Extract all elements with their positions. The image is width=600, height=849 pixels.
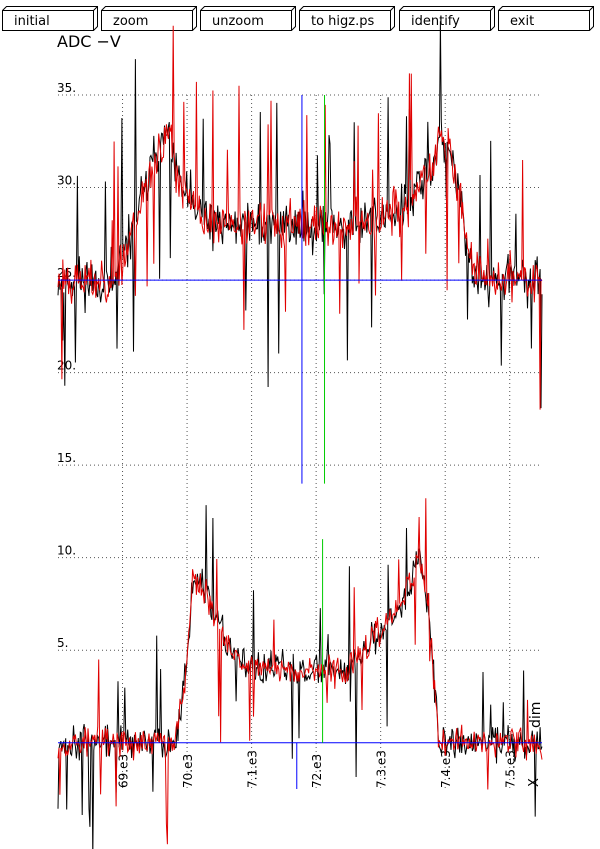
- y-tick-label: 20.: [57, 359, 76, 373]
- zoom-button-label: zoom: [113, 14, 149, 29]
- chart-title: ADC −V: [57, 32, 121, 51]
- identify-button-label: identify: [411, 14, 460, 29]
- x-tick-label: 7.1.e3: [246, 750, 260, 788]
- y-tick-label: 30.: [57, 174, 76, 188]
- identify-button[interactable]: identify: [399, 6, 495, 31]
- y-tick-label: 10.: [57, 544, 76, 558]
- x-tick-label: 69.e3: [117, 754, 131, 788]
- y-tick-label: 5.: [57, 636, 68, 650]
- button-frame-icon: [2, 6, 98, 31]
- series-line-2: [57, 505, 543, 849]
- y-tick-label: 35.: [57, 81, 76, 95]
- initial-button-label: initial: [14, 14, 50, 29]
- x-tick-label: 7.4.e3: [439, 750, 453, 788]
- to-higz-button-label: to higz.ps: [311, 14, 375, 29]
- exit-button[interactable]: exit: [498, 6, 594, 31]
- baselines: [58, 279, 542, 744]
- x-tick-label: 70.e3: [181, 754, 195, 788]
- to-higz-button[interactable]: to higz.ps: [299, 6, 395, 31]
- x-tick-labels: 69.e3 70.e3 7.1.e3 72.e3 7.3.e3 7.4.e3 7.5.e3: [117, 750, 518, 788]
- exit-button-label: exit: [510, 14, 535, 29]
- zoom-button[interactable]: zoom: [101, 6, 197, 31]
- side-label: dim: [528, 702, 544, 728]
- x-tick-label: 7.3.e3: [375, 750, 389, 788]
- button-frame-icon: [498, 6, 594, 31]
- toolbar: initial zoom unzoom to higz.ps ident: [0, 0, 600, 34]
- unzoom-button[interactable]: unzoom: [200, 6, 296, 31]
- y-tick-label: 15.: [57, 451, 76, 465]
- button-frame-icon: [399, 6, 495, 31]
- unzoom-button-label: unzoom: [212, 14, 264, 29]
- series: [57, 21, 543, 849]
- button-frame-icon: [299, 6, 395, 31]
- x-tick-label: 7.5.e3: [504, 750, 518, 788]
- x-axis-label: X: [527, 778, 542, 787]
- y-tick-labels: 35.30.25.20.15.10.5.: [57, 81, 76, 650]
- initial-button[interactable]: initial: [2, 6, 98, 31]
- series-line-3: [57, 498, 543, 845]
- series-line-1: [57, 25, 543, 410]
- cursor-markers: [296, 95, 326, 789]
- button-frame-icon: [200, 6, 296, 31]
- button-frame-icon: [101, 6, 197, 31]
- x-tick-label: 72.e3: [310, 754, 324, 788]
